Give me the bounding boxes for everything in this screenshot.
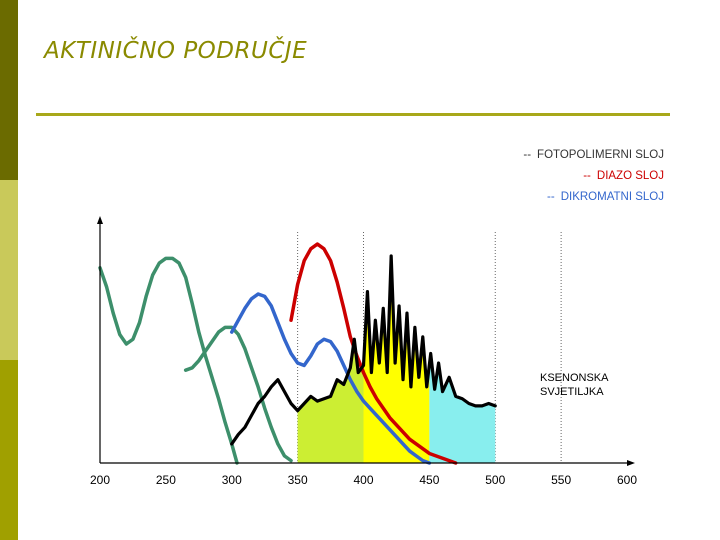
legend-label: FOTOPOLIMERNI SLOJ xyxy=(537,149,664,161)
x-tick-label: 500 xyxy=(485,473,505,487)
x-tick-label: 350 xyxy=(288,473,308,487)
legend-dash: -- xyxy=(523,149,532,161)
side-bar-bottom xyxy=(0,360,18,540)
x-tick-label: 300 xyxy=(222,473,242,487)
y-axis-arrow xyxy=(97,216,103,224)
slide-title: AKTINIČNO PODRUČJE xyxy=(44,38,308,64)
sensitivity-curve xyxy=(289,242,458,465)
x-tick-label: 250 xyxy=(156,473,176,487)
x-axis-arrow xyxy=(627,460,635,466)
labels: 200 250 300 350 400 450 500 550 600 KSENONSKA SVJE… xyxy=(90,372,637,487)
lamp-fill-region xyxy=(297,339,364,463)
x-tick-label: 200 xyxy=(90,473,110,487)
legend-label: DIAZO SLOJ xyxy=(596,170,664,182)
side-bar-middle xyxy=(0,180,18,360)
legend-label: DIKROMATNI SLOJ xyxy=(560,191,664,203)
side-bar-top xyxy=(0,0,18,180)
title-underline xyxy=(36,113,670,116)
xenon-lamp-curve xyxy=(230,254,497,446)
legend: -- FOTOPOLIMERNI SLOJ -- DIAZO SLOJ -- DIKR… xyxy=(523,148,664,211)
sensitivity-curve xyxy=(230,292,432,465)
x-tick-label: 400 xyxy=(353,473,373,487)
legend-dash: -- xyxy=(547,191,555,203)
axes xyxy=(97,216,635,466)
lamp-fill-region xyxy=(429,353,496,463)
sensitivity-curve xyxy=(183,325,293,463)
x-tick-label: 450 xyxy=(419,473,439,487)
xenon-lamp-label: KSENONSKA SVJETILJKA xyxy=(540,372,609,398)
legend-item-fotopolimerni: -- FOTOPOLIMERNI SLOJ xyxy=(523,148,664,169)
legend-item-diazo: -- DIAZO SLOJ xyxy=(523,169,664,190)
curves xyxy=(98,242,497,465)
legend-dash: -- xyxy=(583,170,591,182)
x-tick-label: 550 xyxy=(551,473,571,487)
legend-item-dikromatni: -- DIKROMATNI SLOJ xyxy=(523,190,664,211)
x-tick-label: 600 xyxy=(617,473,637,487)
sensitivity-curve xyxy=(98,256,239,465)
